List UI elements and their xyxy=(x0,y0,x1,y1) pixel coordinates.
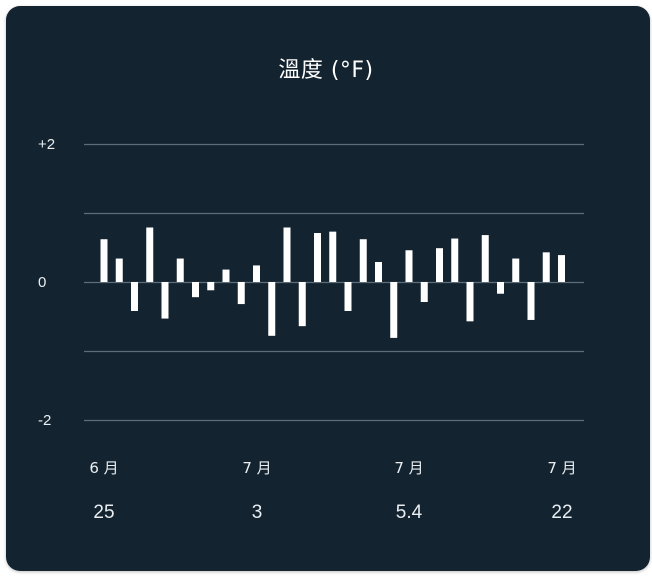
bar xyxy=(436,248,443,282)
bar xyxy=(161,282,169,319)
bar xyxy=(451,238,459,282)
bar xyxy=(314,233,321,282)
bar xyxy=(237,282,245,305)
x-tick-month: 6 月 xyxy=(89,459,118,477)
bar xyxy=(115,258,123,282)
chart-title: 溫度 (°F) xyxy=(278,58,374,83)
bar xyxy=(131,282,138,311)
y-tick-label: -2 xyxy=(38,412,51,429)
x-tick-day: 25 xyxy=(93,502,114,523)
bar xyxy=(146,227,154,282)
x-tick-day: 22 xyxy=(551,502,572,523)
bar xyxy=(192,282,199,298)
bar xyxy=(390,282,398,338)
bar xyxy=(222,269,230,282)
grid-lines xyxy=(84,143,584,422)
bar xyxy=(283,227,291,282)
bar xyxy=(466,282,474,322)
bars xyxy=(100,227,565,338)
chart-card xyxy=(6,6,650,571)
bar xyxy=(481,235,489,282)
x-tick-month: 7 月 xyxy=(394,459,423,477)
bar xyxy=(542,252,550,282)
x-tick-day: 5.4 xyxy=(396,502,423,523)
bar xyxy=(268,282,276,336)
x-tick-month: 7 月 xyxy=(242,459,271,477)
bar xyxy=(298,282,306,327)
y-tick-label: 0 xyxy=(38,274,46,291)
bar xyxy=(207,282,215,291)
bar xyxy=(375,261,382,282)
y-tick-label: +2 xyxy=(38,136,55,153)
bar xyxy=(344,282,352,311)
bar xyxy=(420,282,428,303)
bar xyxy=(512,258,520,282)
bar xyxy=(405,250,413,282)
bar xyxy=(497,282,504,294)
bar xyxy=(558,255,565,282)
bar xyxy=(253,265,260,282)
bar xyxy=(100,239,108,282)
bar xyxy=(329,231,337,282)
bar xyxy=(527,282,535,320)
bar xyxy=(359,239,367,282)
bar xyxy=(176,258,184,282)
x-axis-ticks: 6 月 25 7 月 3 7 月 5.4 7 月 22 xyxy=(89,459,576,523)
x-tick-day: 3 xyxy=(252,502,263,523)
y-axis-ticks: +2 0 -2 xyxy=(38,136,55,429)
x-tick-month: 7 月 xyxy=(547,459,576,477)
